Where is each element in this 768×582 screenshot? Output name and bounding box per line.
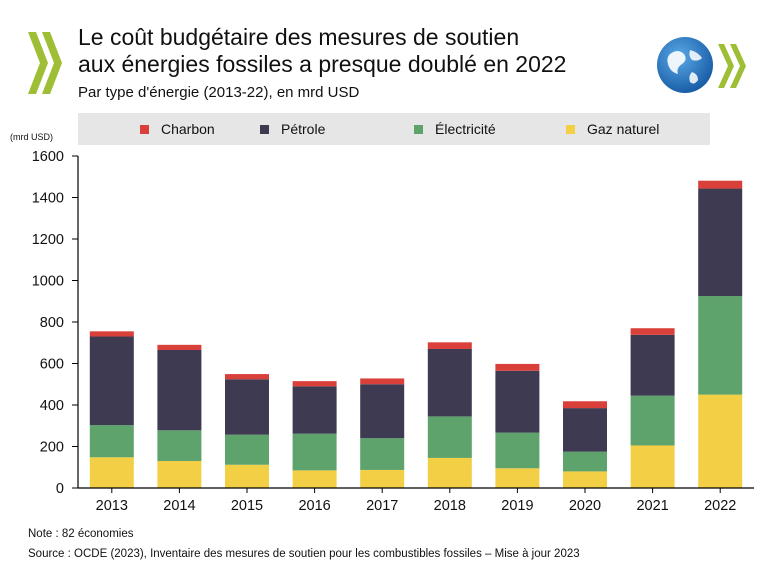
bar-segment-charbon-2017 [360,378,405,385]
bar-segment-p-trole-2018 [427,348,472,417]
bar-segment-charbon-2018 [427,342,472,349]
y-tick-label: 1200 [32,232,64,248]
bar-segment-p-trole-2020 [563,408,607,452]
bar-segment--lectricit-2019 [495,432,540,469]
bar-segment-charbon-2020 [563,401,607,409]
bar-segment-charbon-2013 [89,331,134,337]
bar-segment-p-trole-2016 [292,386,337,434]
legend-swatch-charbon [140,124,149,134]
bar-segment--lectricit-2022 [698,296,743,395]
x-tick-label: 2016 [298,498,330,514]
chart-legend: Charbon Pétrole Électricité Gaz naturel [78,113,710,145]
legend-item-gaz: Gaz naturel [566,113,659,145]
legend-item-electricite: Électricité [414,113,496,145]
bar-segment-p-trole-2014 [157,350,202,431]
bar-segment-charbon-2014 [157,344,202,351]
title-block: Le coût budgétaire des mesures de soutie… [78,24,638,101]
y-tick-label: 1600 [32,149,64,165]
x-tick-label: 2015 [231,498,263,514]
legend-label-gaz: Gaz naturel [587,121,660,137]
bar-segment-p-trole-2017 [360,384,405,439]
bar-segment-gaz-naturel-2019 [495,468,540,488]
x-tick-label: 2013 [96,498,128,514]
footer-note: Note : 82 économies [28,528,134,540]
bar-segment--lectricit-2018 [427,416,472,458]
legend-item-charbon: Charbon [140,113,215,145]
oecd-globe-logo [657,37,746,93]
chart-title-line-2: aux énergies fossiles a presque doublé e… [78,51,567,77]
legend-swatch-petrole [260,124,269,134]
bar-segment-gaz-naturel-2014 [157,461,202,488]
x-tick-label: 2019 [501,498,533,514]
bar-segment--lectricit-2016 [292,433,337,471]
bar-segment-charbon-2015 [225,374,269,380]
legend-label-electricite: Électricité [435,121,496,137]
oecd-chevrons-logo [28,32,62,94]
y-axis-unit-label: (mrd USD) [10,132,53,142]
chart-subtitle: Par type d'énergie (2013-22), en mrd USD [78,84,360,101]
bar-segment-gaz-naturel-2016 [292,470,337,488]
bar-segment-gaz-naturel-2013 [89,457,134,488]
bar-segment-gaz-naturel-2017 [360,469,405,488]
chart-title-line-1: Le coût budgétaire des mesures de soutie… [78,24,520,50]
legend-item-petrole: Pétrole [260,113,325,145]
bar-segment-charbon-2022 [698,180,743,189]
bar-segment-p-trole-2013 [89,336,134,426]
bar-segment-p-trole-2022 [698,188,743,297]
y-tick-label: 0 [56,481,64,497]
bar-segment-gaz-naturel-2020 [563,471,607,488]
bar-segment-p-trole-2021 [630,334,675,396]
bar-segment-gaz-naturel-2021 [630,445,675,488]
y-tick-label: 200 [40,440,64,456]
footer-source: Source : OCDE (2023), Inventaire des mes… [28,548,580,560]
y-tick-label: 800 [40,315,64,331]
bar-segment-gaz-naturel-2018 [427,457,472,488]
bar-segment-charbon-2019 [495,363,540,371]
x-tick-label: 2020 [569,498,601,514]
x-tick-label: 2018 [434,498,466,514]
x-tick-label: 2022 [704,498,736,514]
bar-segment--lectricit-2013 [89,425,134,458]
x-tick-label: 2021 [636,498,668,514]
bar-segment-p-trole-2019 [495,370,540,433]
y-tick-label: 600 [40,357,64,373]
bar-segment-charbon-2021 [630,328,675,335]
bar-segment-p-trole-2015 [225,379,269,435]
legend-label-petrole: Pétrole [281,121,326,137]
bar-segment--lectricit-2017 [360,438,405,470]
legend-label-charbon: Charbon [161,121,215,137]
bar-segment-gaz-naturel-2015 [225,464,269,488]
bar-segment--lectricit-2021 [630,395,675,446]
x-tick-label: 2017 [366,498,398,514]
y-tick-label: 400 [40,398,64,414]
x-tick-label: 2014 [163,498,195,514]
y-tick-label: 1400 [32,191,64,207]
y-tick-label: 1000 [32,274,64,290]
legend-swatch-electricite [414,124,423,134]
bar-segment--lectricit-2015 [225,434,269,465]
bar-segment-gaz-naturel-2022 [698,394,743,488]
bar-segment--lectricit-2020 [563,451,607,472]
bar-segment--lectricit-2014 [157,430,202,462]
legend-swatch-gaz [566,124,575,134]
bar-segment-charbon-2016 [292,381,337,387]
